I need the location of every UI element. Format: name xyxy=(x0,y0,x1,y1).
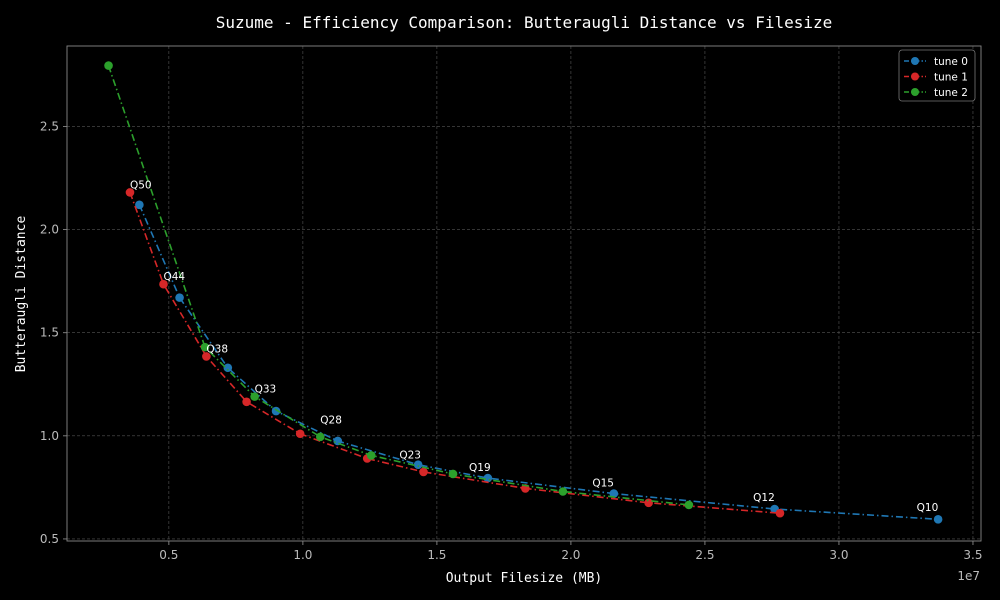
data-point xyxy=(271,406,281,416)
quality-annotation: Q38 xyxy=(206,343,228,355)
legend-entry: tune 2 xyxy=(904,87,968,99)
data-point xyxy=(366,451,376,460)
series-2 xyxy=(125,188,785,518)
series-group xyxy=(104,61,943,524)
x-tick-label: 3.0 xyxy=(829,548,848,562)
data-point xyxy=(223,363,233,373)
data-point xyxy=(125,188,135,197)
legend: tune 0 tune 1 tune 2 xyxy=(898,49,976,102)
data-point xyxy=(684,500,694,510)
y-tick-label: 2.5 xyxy=(40,119,59,133)
data-point xyxy=(609,489,619,498)
quality-annotation: Q23 xyxy=(399,450,421,462)
y-axis-label: Butteraugli Distance xyxy=(14,216,29,373)
data-point xyxy=(413,460,423,469)
data-point xyxy=(315,432,325,442)
legend-marker xyxy=(911,57,919,65)
data-point xyxy=(448,469,458,479)
axis-ticks: 0.5 1.0 1.5 2.0 2.5 3.0 3.5 0.5 1.0 1.5 2.0 2.5 xyxy=(40,119,983,562)
x-axis-label: Output Filesize (MB) xyxy=(446,571,603,586)
x-tick-label: 2.0 xyxy=(561,548,580,562)
legend-label: tune 1 xyxy=(934,72,968,84)
quality-annotation: Q15 xyxy=(592,477,614,489)
series-line xyxy=(138,204,939,521)
x-tick-label: 1.0 xyxy=(293,548,312,562)
data-point xyxy=(775,508,785,518)
quality-annotation: Q12 xyxy=(753,492,775,504)
y-tick-label: 1.5 xyxy=(40,326,59,340)
quality-annotation: Q28 xyxy=(320,415,342,427)
legend-entry: tune 1 xyxy=(904,72,968,84)
legend-marker xyxy=(911,88,919,96)
data-point xyxy=(202,352,211,361)
data-point xyxy=(295,429,305,439)
y-tick-label: 1.0 xyxy=(40,429,59,443)
x-tick-label: 0.5 xyxy=(159,548,178,562)
x-tick-label: 1.5 xyxy=(427,548,446,562)
annotations: Q50 Q44 Q38 Q33 Q28 Q23 Q19 Q15 Q12 Q10 xyxy=(130,179,938,514)
data-point xyxy=(135,200,144,210)
data-point xyxy=(104,61,113,70)
data-point xyxy=(242,397,251,407)
legend-marker xyxy=(911,72,919,81)
quality-annotation: Q10 xyxy=(917,502,939,514)
data-point xyxy=(419,467,428,477)
data-point xyxy=(159,279,168,289)
legend-label: tune 2 xyxy=(934,87,968,99)
y-tick-label: 2.0 xyxy=(40,223,59,237)
plot-frame xyxy=(66,45,982,542)
quality-annotation: Q50 xyxy=(130,179,152,191)
series-line xyxy=(107,65,689,506)
data-point xyxy=(175,293,184,302)
data-point xyxy=(200,342,210,352)
quality-annotation: Q44 xyxy=(163,271,185,283)
y-tick-label: 0.5 xyxy=(40,532,59,546)
data-point xyxy=(644,498,653,508)
x-tick-label: 2.5 xyxy=(695,548,714,562)
data-point xyxy=(250,392,259,401)
x-tick-label: 3.5 xyxy=(963,548,982,562)
series-3 xyxy=(104,61,694,510)
data-point xyxy=(558,487,568,496)
series-line xyxy=(129,192,781,514)
x-axis-offset-label: 1e7 xyxy=(957,569,980,583)
quality-annotation: Q33 xyxy=(255,384,277,396)
legend-label: tune 0 xyxy=(934,56,968,68)
grid xyxy=(67,46,981,541)
quality-annotation: Q19 xyxy=(469,462,491,474)
chart-title: Suzume - Efficiency Comparison: Butterau… xyxy=(216,13,833,32)
legend-entry: tune 0 xyxy=(904,56,968,68)
data-point xyxy=(933,515,943,524)
